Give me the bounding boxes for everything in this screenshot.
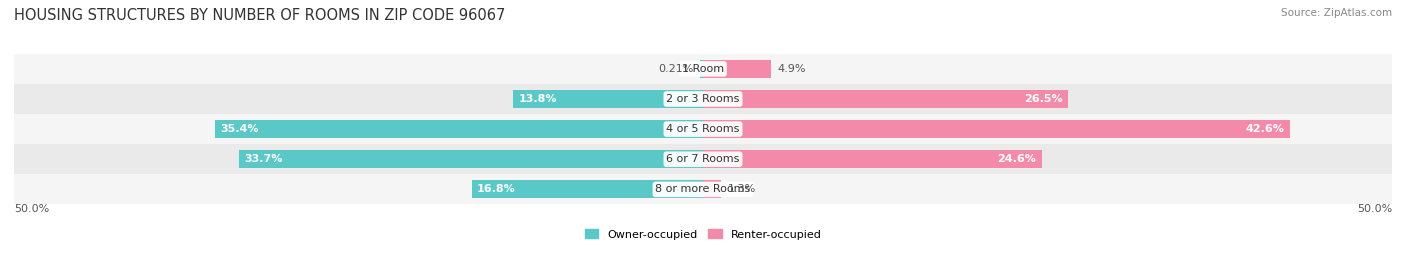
Text: HOUSING STRUCTURES BY NUMBER OF ROOMS IN ZIP CODE 96067: HOUSING STRUCTURES BY NUMBER OF ROOMS IN…: [14, 8, 505, 23]
Bar: [700, 60, 703, 78]
Bar: [703, 180, 721, 199]
Legend: Owner-occupied, Renter-occupied: Owner-occupied, Renter-occupied: [581, 225, 825, 244]
Bar: [703, 90, 1069, 108]
Text: 42.6%: 42.6%: [1246, 124, 1285, 134]
Text: 26.5%: 26.5%: [1024, 94, 1063, 104]
Text: 13.8%: 13.8%: [519, 94, 557, 104]
Text: 33.7%: 33.7%: [245, 154, 283, 164]
Text: 1 Room: 1 Room: [682, 64, 724, 74]
Text: 8 or more Rooms: 8 or more Rooms: [655, 184, 751, 194]
Bar: [14, 54, 1392, 84]
Bar: [239, 150, 703, 168]
Text: 16.8%: 16.8%: [477, 184, 516, 194]
Bar: [14, 144, 1392, 174]
Text: 2 or 3 Rooms: 2 or 3 Rooms: [666, 94, 740, 104]
Text: Source: ZipAtlas.com: Source: ZipAtlas.com: [1281, 8, 1392, 18]
Text: 50.0%: 50.0%: [14, 204, 49, 214]
Bar: [14, 174, 1392, 204]
Bar: [14, 84, 1392, 114]
Text: 24.6%: 24.6%: [998, 154, 1036, 164]
Bar: [215, 120, 703, 138]
Text: 1.3%: 1.3%: [728, 184, 756, 194]
Bar: [703, 150, 1042, 168]
Bar: [14, 114, 1392, 144]
Text: 4.9%: 4.9%: [778, 64, 806, 74]
Text: 4 or 5 Rooms: 4 or 5 Rooms: [666, 124, 740, 134]
Text: 0.21%: 0.21%: [658, 64, 693, 74]
Bar: [703, 120, 1289, 138]
Text: 6 or 7 Rooms: 6 or 7 Rooms: [666, 154, 740, 164]
Bar: [703, 60, 770, 78]
Bar: [513, 90, 703, 108]
Text: 35.4%: 35.4%: [221, 124, 259, 134]
Bar: [471, 180, 703, 199]
Text: 50.0%: 50.0%: [1357, 204, 1392, 214]
